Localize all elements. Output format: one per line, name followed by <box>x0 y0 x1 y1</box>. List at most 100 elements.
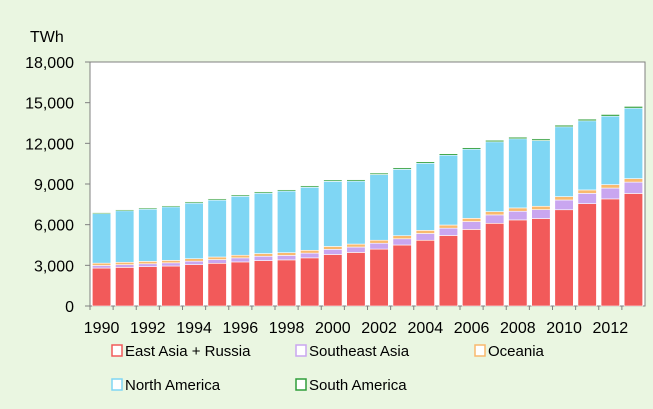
bar-segment <box>346 246 366 253</box>
bar-segment <box>508 210 528 221</box>
bar-segment <box>277 259 297 307</box>
bar-segment <box>277 255 297 261</box>
x-tick-label: 1994 <box>176 320 212 337</box>
x-tick-label: 2012 <box>593 320 629 337</box>
bar-segment <box>438 154 458 226</box>
bar-segment <box>161 260 181 264</box>
x-tick-label: 2000 <box>315 320 351 337</box>
bar-segment <box>462 147 482 150</box>
bar-segment <box>600 184 620 189</box>
y-tick-label: 15,000 <box>25 96 74 113</box>
y-tick-label: 12,000 <box>25 136 74 153</box>
bar-segment <box>508 138 528 209</box>
bar-segment <box>115 210 135 263</box>
bar-segment <box>369 174 389 241</box>
legend-swatch <box>295 344 307 357</box>
bar-segment <box>462 218 482 222</box>
bar-segment <box>623 178 643 183</box>
bar-segment <box>115 267 135 307</box>
y-unit-label: TWh <box>30 29 64 46</box>
bar-segment <box>161 205 181 208</box>
bar-segment <box>92 213 112 264</box>
bar-segment <box>415 162 435 231</box>
y-tick-label: 0 <box>65 299 74 316</box>
bar-segment <box>415 230 435 234</box>
legend-label: East Asia + Russia <box>125 343 251 360</box>
bar-segment <box>253 253 273 257</box>
bar-segment <box>323 179 343 182</box>
bar-segment <box>346 180 366 245</box>
bar-segment <box>392 244 412 307</box>
bar-segment <box>230 257 250 263</box>
bar-segment <box>438 153 458 156</box>
bar-segment <box>438 235 458 307</box>
bar-segment <box>207 259 227 264</box>
bar-segment <box>531 138 551 141</box>
bar-segment <box>415 239 435 307</box>
bar-segment <box>230 194 250 197</box>
bar-segment <box>554 126 574 197</box>
bar-segment <box>207 262 227 307</box>
bar-segment <box>277 252 297 256</box>
bar-segment <box>485 223 505 307</box>
bar-segment <box>230 195 250 256</box>
bar-segment <box>300 185 320 188</box>
bar-segment <box>323 246 343 250</box>
bar-segment <box>554 124 574 128</box>
bar-segment <box>623 193 643 307</box>
x-tick-label: 1990 <box>84 320 120 337</box>
bar-segment <box>554 209 574 307</box>
bar-segment <box>92 267 112 307</box>
bar-segment <box>230 254 250 259</box>
bar-segment <box>115 209 135 212</box>
bar-segment <box>300 252 320 259</box>
bar-segment <box>600 114 620 117</box>
bar-segment <box>462 148 482 219</box>
bar-segment <box>323 249 343 255</box>
bar-segment <box>138 207 158 210</box>
bar-segment <box>207 256 227 260</box>
bar-segment <box>600 187 620 200</box>
x-tick-label: 2010 <box>546 320 582 337</box>
bar-segment <box>92 262 112 266</box>
x-tick-label: 2002 <box>361 320 397 337</box>
bar-segment <box>323 254 343 307</box>
legend-swatch <box>474 344 486 357</box>
bar-segment <box>415 161 435 164</box>
legend-label: Southeast Asia <box>309 343 410 360</box>
bar-segment <box>253 192 273 254</box>
legend-swatch <box>111 344 123 357</box>
x-tick-label: 2004 <box>408 320 444 337</box>
bar-segment <box>554 196 574 201</box>
bar-segment <box>508 207 528 212</box>
bar-segment <box>577 193 597 204</box>
bar-segment <box>300 249 320 254</box>
bar-segment <box>577 120 597 191</box>
bar-segment <box>531 140 551 207</box>
bar-segment <box>369 172 389 175</box>
bar-segment <box>346 243 366 248</box>
bar-segment <box>138 208 158 262</box>
x-tick-label: 1992 <box>130 320 166 337</box>
legend-label: South America <box>309 377 407 394</box>
bar-segment <box>138 261 158 265</box>
bar-segment <box>462 221 482 230</box>
bar-segment <box>207 199 227 258</box>
bar-segment <box>115 261 135 265</box>
bar-segment <box>485 214 505 224</box>
bar-segment <box>508 219 528 307</box>
plot-area <box>89 61 646 307</box>
bar-segment <box>623 181 643 194</box>
bar-segment <box>577 203 597 307</box>
bar-segment <box>161 265 181 307</box>
y-tick-label: 9,000 <box>34 177 74 194</box>
bar-segment <box>392 238 412 246</box>
bar-segment <box>438 227 458 236</box>
bar-segment <box>323 181 343 247</box>
bar-segment <box>253 191 273 194</box>
y-tick-label: 3,000 <box>34 258 74 275</box>
bar-segment <box>600 115 620 185</box>
bar-segment <box>392 235 412 240</box>
bar-segment <box>485 211 505 216</box>
bar-segment <box>554 199 574 211</box>
